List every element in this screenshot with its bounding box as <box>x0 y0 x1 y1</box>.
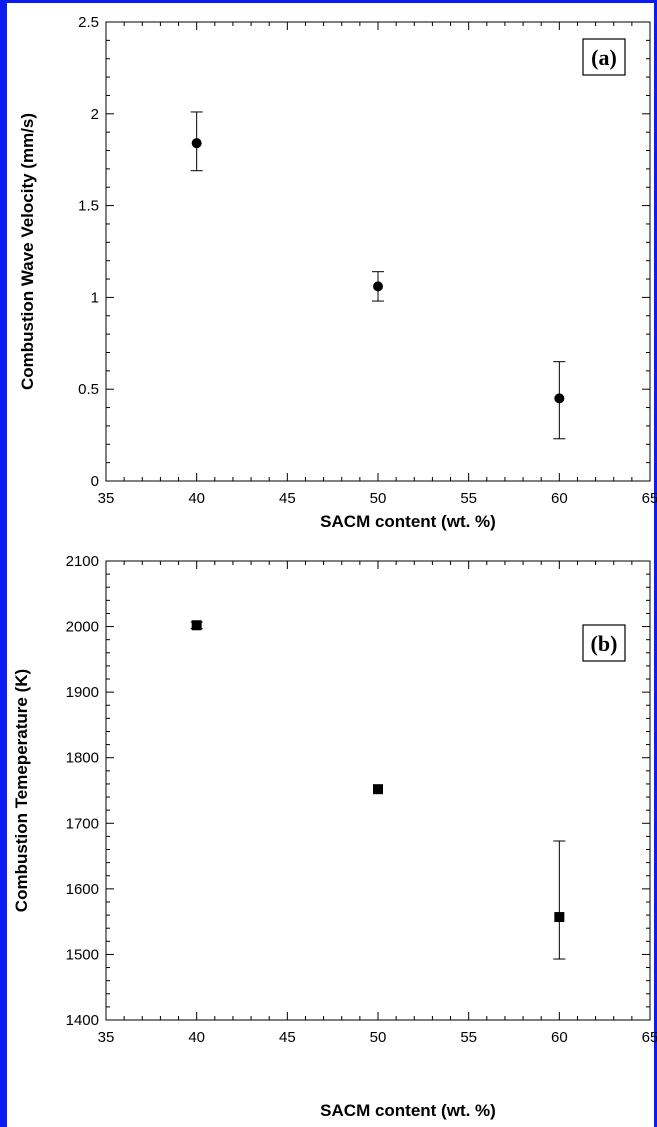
x-axis-title: SACM content (wt. %) <box>320 512 496 531</box>
blue-frame-left <box>0 0 7 1127</box>
y-tick-label: 1400 <box>66 1012 99 1029</box>
y-tick-label: 1900 <box>66 684 99 701</box>
data-point <box>191 138 202 149</box>
y-tick-label: 1 <box>91 289 99 306</box>
panel-a: 35 40 45 50 55 60 65 0 0.5 1 1.5 2 2.5 SACM content (… <box>18 14 657 531</box>
panel-label-box <box>582 38 626 76</box>
data-point <box>554 912 565 923</box>
panel-label: (b) <box>591 631 618 656</box>
x-tick-label: 40 <box>188 1029 205 1046</box>
x-tick-label: 60 <box>551 490 568 507</box>
y-tick-label: 2 <box>91 106 99 123</box>
x-axis-title: SACM content (wt. %) <box>320 1101 496 1120</box>
x-tick-label: 35 <box>98 490 115 507</box>
x-tick-label: 65 <box>642 490 657 507</box>
blue-frame-right <box>654 0 657 1127</box>
y-tick-label: 1600 <box>66 881 99 898</box>
panel-b: 35 40 45 50 55 60 65 1400 1500 1600 1700 1800 1900 20… <box>12 553 657 1120</box>
data-point <box>191 620 202 631</box>
y-tick-label: 2000 <box>66 619 99 636</box>
x-tick-label: 55 <box>460 490 477 507</box>
data-point <box>373 281 383 292</box>
x-tick-label: 60 <box>551 1029 568 1046</box>
x-tick-label: 65 <box>642 1029 657 1046</box>
y-tick-label: 0.5 <box>78 381 99 398</box>
y-tick-label: 1700 <box>66 815 99 832</box>
x-tick-label: 50 <box>370 1029 387 1046</box>
y-tick-label: 2100 <box>66 553 99 570</box>
data-point <box>554 393 565 404</box>
y-tick-label: 1.5 <box>78 198 99 215</box>
x-tick-label: 50 <box>370 490 387 507</box>
x-tick-label: 40 <box>188 490 205 507</box>
panel-label: (a) <box>591 45 617 70</box>
blue-frame-top <box>0 0 657 3</box>
plot-frame <box>105 21 651 482</box>
x-tick-label: 45 <box>279 490 296 507</box>
y-axis-title: Combustion Wave Velocity (mm/s) <box>18 113 37 390</box>
y-tick-label: 0 <box>91 473 99 490</box>
x-tick-label: 55 <box>460 1029 477 1046</box>
y-tick-label: 1500 <box>66 946 99 963</box>
data-point <box>373 784 383 795</box>
y-tick-label: 2.5 <box>78 14 99 31</box>
x-tick-label: 35 <box>98 1029 115 1046</box>
x-tick-label: 45 <box>279 1029 296 1046</box>
y-tick-label: 1800 <box>66 750 99 767</box>
panel-label-box <box>582 624 626 662</box>
y-axis-title: Combustion Temeperature (K) <box>12 669 31 912</box>
